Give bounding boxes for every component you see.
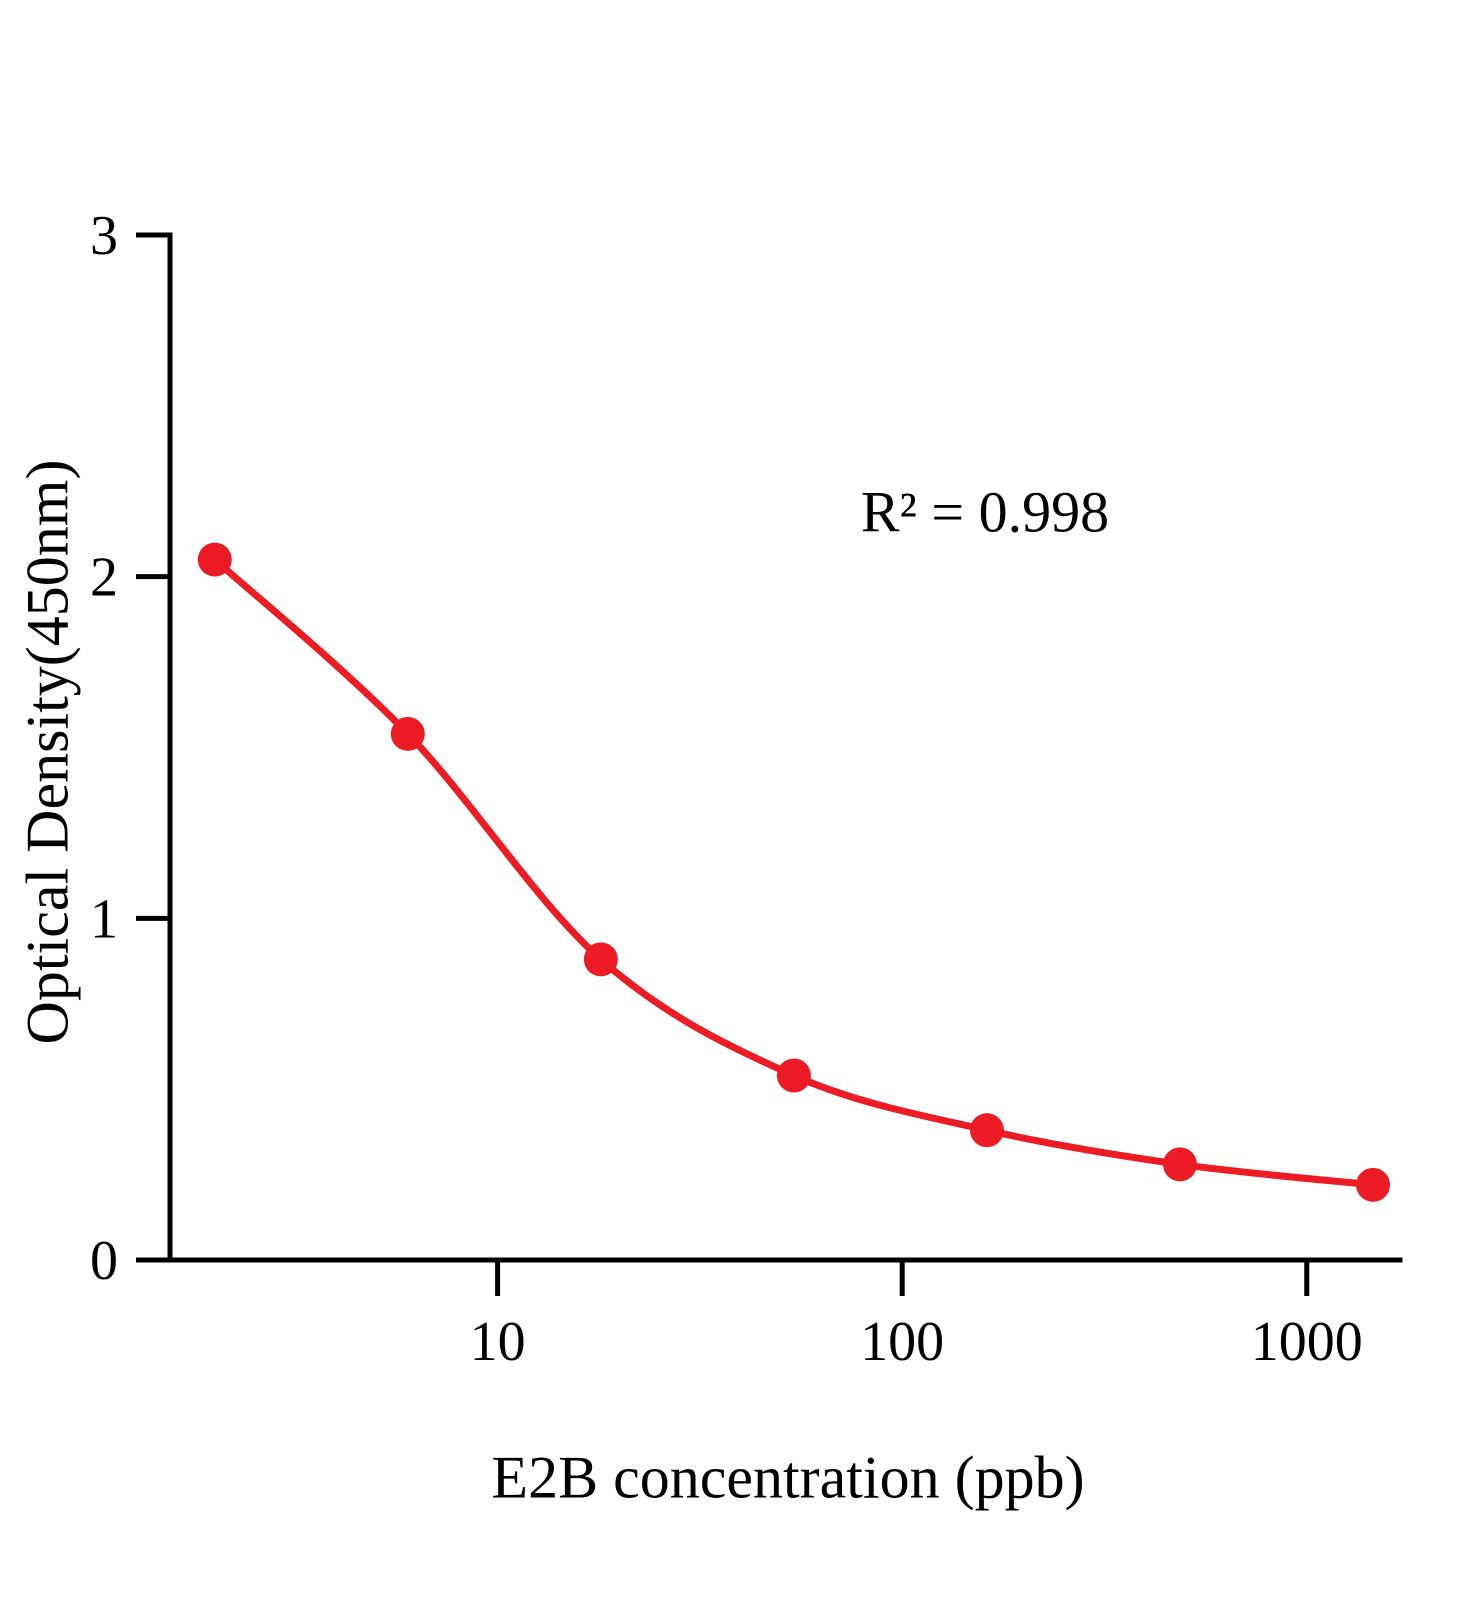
r-squared-annotation: R² = 0.998 [860, 479, 1110, 545]
x-tick-label: 100 [860, 1311, 944, 1373]
data-point [583, 942, 618, 977]
x-tick-label: 1000 [1251, 1311, 1363, 1373]
axes-lines [167, 232, 1403, 1263]
y-tick-label: 3 [90, 205, 118, 267]
data-point [969, 1113, 1004, 1148]
y-tick-label: 2 [90, 547, 118, 609]
data-point [390, 716, 425, 751]
x-axis-title: E2B concentration (ppb) [491, 1444, 1085, 1511]
y-tick-label: 1 [90, 888, 118, 950]
data-point [1162, 1147, 1197, 1182]
y-axis-title: Optical Density(450nm) [14, 459, 81, 1045]
data-point [776, 1058, 811, 1093]
x-tick-label: 10 [470, 1311, 526, 1373]
y-tick-label: 0 [90, 1230, 118, 1292]
data-point [197, 542, 232, 577]
data-point [1356, 1167, 1391, 1202]
